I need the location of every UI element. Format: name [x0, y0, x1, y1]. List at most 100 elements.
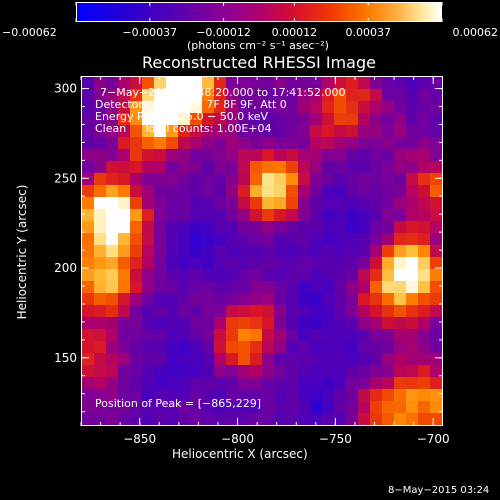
heatmap-cell [298, 137, 311, 150]
heatmap-cell [94, 209, 107, 222]
heatmap-cell [238, 293, 251, 306]
heatmap-cell [250, 293, 263, 306]
heatmap-cell [418, 245, 431, 258]
heatmap-cell [94, 329, 107, 342]
heatmap-cell [94, 161, 107, 174]
heatmap-cell [262, 353, 275, 366]
heatmap-cell [142, 293, 155, 306]
heatmap-cell [118, 185, 131, 198]
heatmap-cell [154, 149, 167, 162]
annotation-detectors: Detectors: 3F 5F 6F 7F 8F 9F, Att 0 [95, 98, 287, 111]
heatmap-cell [406, 281, 419, 294]
heatmap-cell [214, 197, 227, 210]
heatmap-cell [406, 125, 419, 138]
heatmap-cell [298, 365, 311, 378]
heatmap-cell [358, 101, 371, 114]
heatmap-cell [178, 101, 191, 114]
heatmap-cell [370, 293, 383, 306]
heatmap-cell [430, 281, 442, 294]
y-tick-label: 300 [54, 82, 77, 96]
heatmap-cell [190, 413, 203, 425]
colorbar-units-label: (photons cm⁻² s⁻¹ asec⁻²) [187, 39, 329, 52]
heatmap-cell [298, 245, 311, 258]
heatmap-cell [406, 89, 419, 102]
heatmap-cell [418, 209, 431, 222]
heatmap-cell [238, 161, 251, 174]
heatmap-cell [358, 161, 371, 174]
heatmap-cell [142, 329, 155, 342]
heatmap-cell [274, 113, 287, 126]
heatmap-cell [310, 185, 323, 198]
heatmap-cell [250, 89, 263, 102]
heatmap-cell [118, 293, 131, 306]
heatmap-cell [250, 197, 263, 210]
heatmap-cell [214, 77, 227, 90]
heatmap-cell [214, 185, 227, 198]
heatmap-cell [202, 353, 215, 366]
heatmap-cell [322, 233, 335, 246]
heatmap-cell [274, 329, 287, 342]
heatmap-cell [418, 161, 431, 174]
heatmap-cell [406, 185, 419, 198]
heatmap-cell [166, 161, 179, 174]
heatmap-cell [334, 137, 347, 150]
heatmap-cell [430, 197, 442, 210]
heatmap-cell [394, 257, 407, 270]
heatmap-cell [358, 257, 371, 270]
x-tick-label: −700 [417, 432, 450, 446]
heatmap-cell [178, 137, 191, 150]
heatmap-cell [430, 149, 442, 162]
heatmap-cell [214, 125, 227, 138]
heatmap-cell [238, 89, 251, 102]
heatmap-cell [106, 281, 119, 294]
heatmap-cell [274, 89, 287, 102]
heatmap-cell [394, 149, 407, 162]
heatmap-cell [238, 365, 251, 378]
heatmap-cell [370, 137, 383, 150]
heatmap-cell [346, 269, 359, 282]
heatmap-cell [406, 149, 419, 162]
heatmap-cell [106, 149, 119, 162]
heatmap-cell [142, 353, 155, 366]
heatmap-cell [298, 413, 311, 425]
heatmap-cell [310, 305, 323, 318]
heatmap-cell [274, 293, 287, 306]
heatmap-cell [430, 113, 442, 126]
x-tick-label: −850 [123, 432, 156, 446]
heatmap-cell [202, 293, 215, 306]
heatmap-cell [82, 365, 95, 378]
heatmap-cell [94, 77, 107, 90]
heatmap-cell [154, 305, 167, 318]
heatmap-cell [118, 137, 131, 150]
heatmap-cell [358, 149, 371, 162]
heatmap-cell [94, 293, 107, 306]
heatmap-cell [82, 293, 95, 306]
heatmap-cell [394, 161, 407, 174]
heatmap-cell [250, 257, 263, 270]
heatmap-cell [334, 377, 347, 390]
heatmap-cell [238, 305, 251, 318]
colorbar-tick-label: 0.00062 [453, 26, 499, 39]
heatmap-cell [154, 101, 167, 114]
heatmap-cell [214, 353, 227, 366]
heatmap-cell [250, 365, 263, 378]
heatmap-cell [154, 341, 167, 354]
heatmap-cell [298, 377, 311, 390]
heatmap-cell [310, 365, 323, 378]
heatmap-cell [418, 197, 431, 210]
heatmap-cell [190, 305, 203, 318]
heatmap-cell [106, 341, 119, 354]
heatmap-cell [106, 101, 119, 114]
annotation-time-range: 7−May−2015 17:38:20.000 to 17:41:52.000 [100, 86, 346, 99]
heatmap-cell [190, 281, 203, 294]
heatmap-cell [298, 389, 311, 402]
heatmap-cell [82, 125, 95, 138]
heatmap-cell [106, 197, 119, 210]
heatmap-cell [250, 221, 263, 234]
heatmap-cell [118, 173, 131, 186]
heatmap-cell [214, 365, 227, 378]
heatmap-cell [430, 317, 442, 330]
heatmap-cell [238, 413, 251, 425]
heatmap-cell [418, 137, 431, 150]
heatmap-cell [310, 353, 323, 366]
